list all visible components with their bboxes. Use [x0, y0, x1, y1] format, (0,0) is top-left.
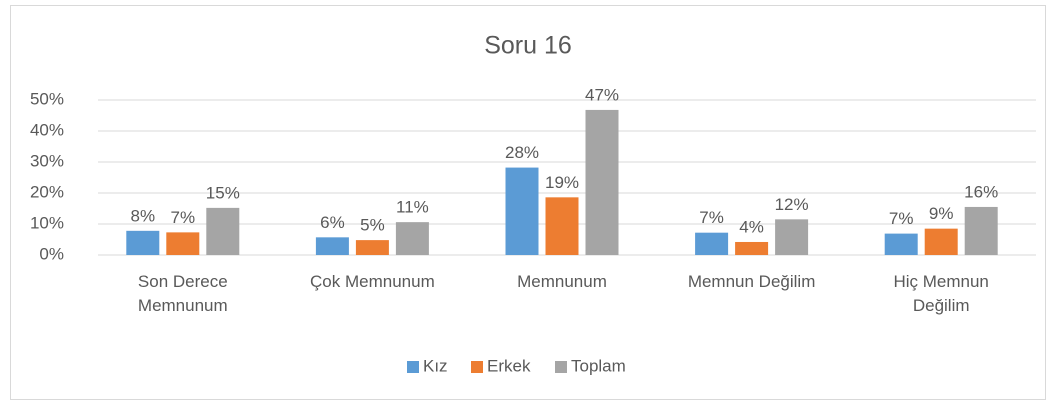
bar	[395, 222, 429, 255]
bar	[695, 232, 729, 255]
bar	[735, 241, 769, 255]
bar	[315, 237, 349, 255]
y-tick-label: 30%	[30, 151, 64, 170]
bar	[775, 219, 809, 255]
bar	[884, 233, 918, 255]
y-tick-label: 0%	[39, 244, 64, 263]
data-label: 6%	[320, 213, 345, 232]
bar	[206, 207, 240, 255]
x-tick-label: Hiç Memnun Değilim	[893, 272, 989, 315]
x-tick-label-box: Çok Memnunum	[310, 272, 435, 291]
x-tick-label-box: Memnun Değilim	[687, 272, 816, 291]
bar	[545, 197, 579, 255]
x-tick-label: Memnunum	[517, 272, 607, 291]
x-tick-label-box: Son Derece Memnunum	[137, 272, 228, 315]
x-tick-label: Memnun Değilim	[687, 272, 816, 291]
data-label: 7%	[889, 209, 914, 228]
chart-title: Soru 16	[484, 32, 572, 60]
y-tick-label: 50%	[30, 89, 64, 108]
data-label: 5%	[360, 216, 385, 235]
bar	[126, 230, 160, 255]
legend-swatch	[555, 361, 567, 373]
data-label: 7%	[171, 208, 196, 227]
data-label: 9%	[929, 204, 954, 223]
data-label: 16%	[964, 182, 998, 201]
data-label: 15%	[206, 183, 240, 202]
data-label: 28%	[505, 143, 539, 162]
y-tick-label: 20%	[30, 182, 64, 201]
y-tick-label: 40%	[30, 120, 64, 139]
data-label: 4%	[739, 217, 764, 236]
data-label: 7%	[699, 208, 724, 227]
data-label: 47%	[585, 85, 619, 104]
bar	[355, 240, 389, 255]
data-label: 11%	[396, 198, 429, 217]
data-label: 19%	[545, 173, 579, 192]
bar	[964, 206, 998, 255]
legend-swatch	[407, 361, 419, 373]
x-tick-label: Çok Memnunum	[310, 272, 435, 291]
y-tick-label: 10%	[30, 213, 64, 232]
x-tick-label-box: Memnunum	[517, 272, 607, 291]
legend-swatch	[471, 361, 483, 373]
legend-label: Toplam	[571, 356, 626, 375]
bar	[166, 232, 200, 255]
bar	[924, 228, 958, 255]
legend-label: Erkek	[487, 356, 531, 375]
legend-label: Kız	[423, 356, 448, 375]
data-label: 8%	[131, 206, 156, 225]
x-tick-label: Son Derece Memnunum	[137, 272, 228, 315]
x-tick-label-box: Hiç Memnun Değilim	[893, 272, 989, 315]
bar	[585, 109, 619, 255]
data-label: 12%	[775, 195, 809, 214]
bar	[505, 167, 539, 255]
